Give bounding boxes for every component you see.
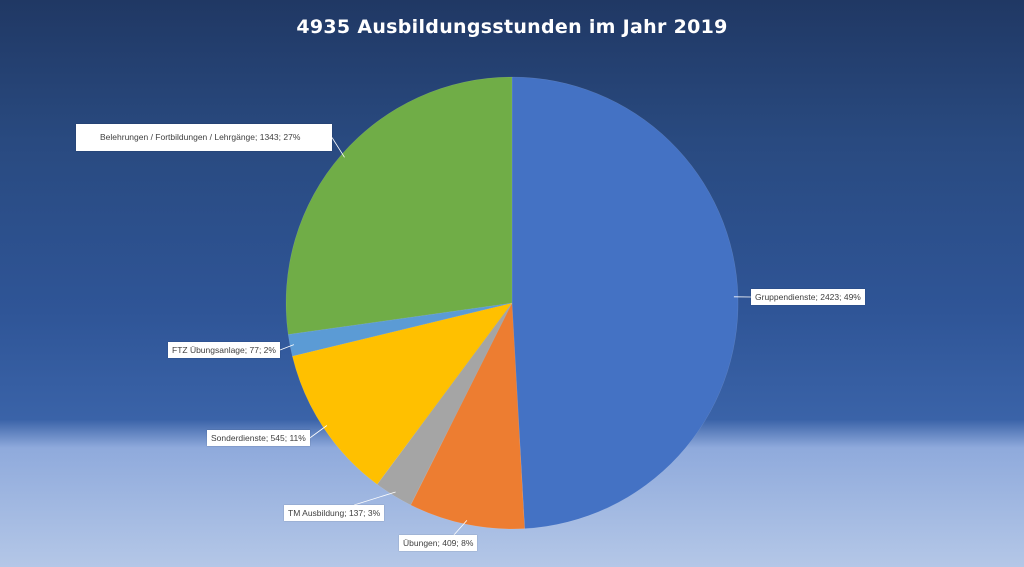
pie-slice-übungen	[410, 302, 525, 530]
leader-line	[331, 137, 345, 158]
leader-line	[353, 491, 396, 506]
chart-title: 4935 Ausbildungsstunden im Jahr 2019	[296, 16, 728, 38]
leader-line	[309, 425, 328, 439]
data-label: FTZ Übungsanlage; 77; 2%	[168, 342, 280, 358]
leader-lines	[279, 137, 752, 536]
pie-slice-ftz-übungsanlage	[287, 302, 513, 357]
leader-line	[279, 344, 295, 351]
pie-slices	[285, 76, 739, 530]
data-label: TM Ausbildung; 137; 3%	[284, 505, 385, 521]
pie-slice-tm-ausbildung	[376, 302, 513, 506]
data-label: Belehrungen / Fortbildungen / Lehrgänge;…	[76, 124, 332, 151]
pie-slice-belehrungen-fortbildungen-lehrgänge	[285, 76, 513, 335]
data-label: Gruppendienste; 2423; 49%	[751, 289, 865, 305]
pie-slice-gruppendienste	[511, 76, 739, 529]
leader-line	[453, 520, 468, 536]
data-label: Übungen; 409; 8%	[399, 535, 478, 551]
data-label: Sonderdienste; 545; 11%	[207, 430, 310, 446]
